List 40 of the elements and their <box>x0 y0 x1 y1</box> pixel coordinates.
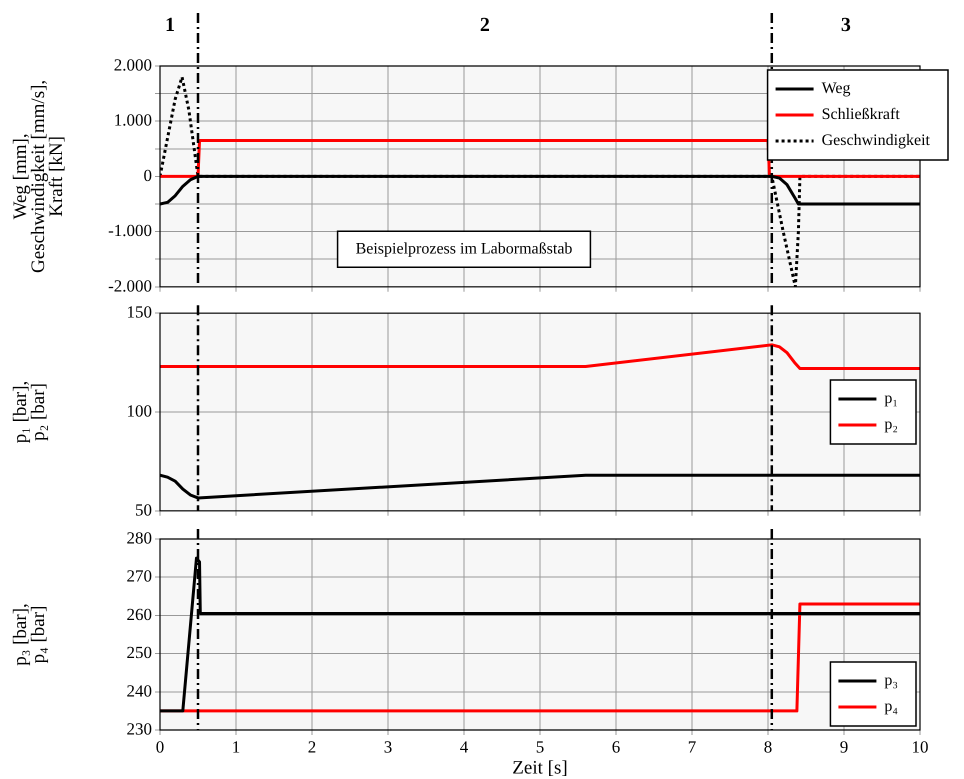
x-tick-label: 3 <box>384 738 392 757</box>
y-axis-title: p₁ [bar], p₂ [bar] <box>10 380 50 444</box>
x-axis-title: Zeit [s] <box>512 758 568 779</box>
y-tick-label: -1.000 <box>108 221 152 240</box>
y-axis-title: Weg [mm], Geschwindigkeit [mm/s], Kraft [kN] <box>10 80 68 273</box>
x-tick-label: 2 <box>308 738 316 757</box>
text: 3 <box>840 14 851 36</box>
x-tick-label: 8 <box>764 738 772 757</box>
x-tick-label: 1 <box>232 738 240 757</box>
y-axis-title: p₃ [bar], p₄ [bar] <box>10 603 50 666</box>
legend-label: Schließkraft <box>822 106 900 124</box>
text: 1 <box>165 14 175 36</box>
y-tick-label: 0 <box>144 166 152 185</box>
y-tick-label: 230 <box>126 719 152 738</box>
y-tick-label: 50 <box>135 500 152 520</box>
legend-label: p₂ <box>884 416 898 434</box>
x-tick-label: 10 <box>912 738 928 757</box>
legend-label: p₁ <box>884 390 898 408</box>
y-tick-label: 2.000 <box>114 55 152 74</box>
x-tick-label: 6 <box>612 738 620 757</box>
legend-label: Geschwindigkeit <box>822 132 931 150</box>
legend-label: Weg <box>822 80 850 98</box>
x-tick-label: 7 <box>688 738 697 757</box>
y-tick-label: 1.000 <box>114 110 152 130</box>
x-tick-label: 4 <box>460 738 469 757</box>
y-tick-label: 100 <box>126 401 152 420</box>
y-tick-label: 270 <box>126 566 152 586</box>
legend-label: p₃ <box>884 672 898 690</box>
legend-label: p₄ <box>884 698 898 716</box>
annotation: Beispielprozess im Labormaßstab <box>356 240 572 258</box>
y-tick-label: 250 <box>126 643 152 662</box>
x-tick-label: 9 <box>840 738 848 757</box>
x-tick-label: 5 <box>536 738 544 757</box>
y-tick-label: 240 <box>126 681 152 700</box>
x-tick-label: 0 <box>156 738 164 757</box>
text: 2 <box>480 14 490 36</box>
y-tick-label: 260 <box>126 604 152 624</box>
y-tick-label: 150 <box>126 302 152 322</box>
y-tick-label: -2.000 <box>108 276 152 296</box>
y-tick-label: 280 <box>126 528 152 548</box>
